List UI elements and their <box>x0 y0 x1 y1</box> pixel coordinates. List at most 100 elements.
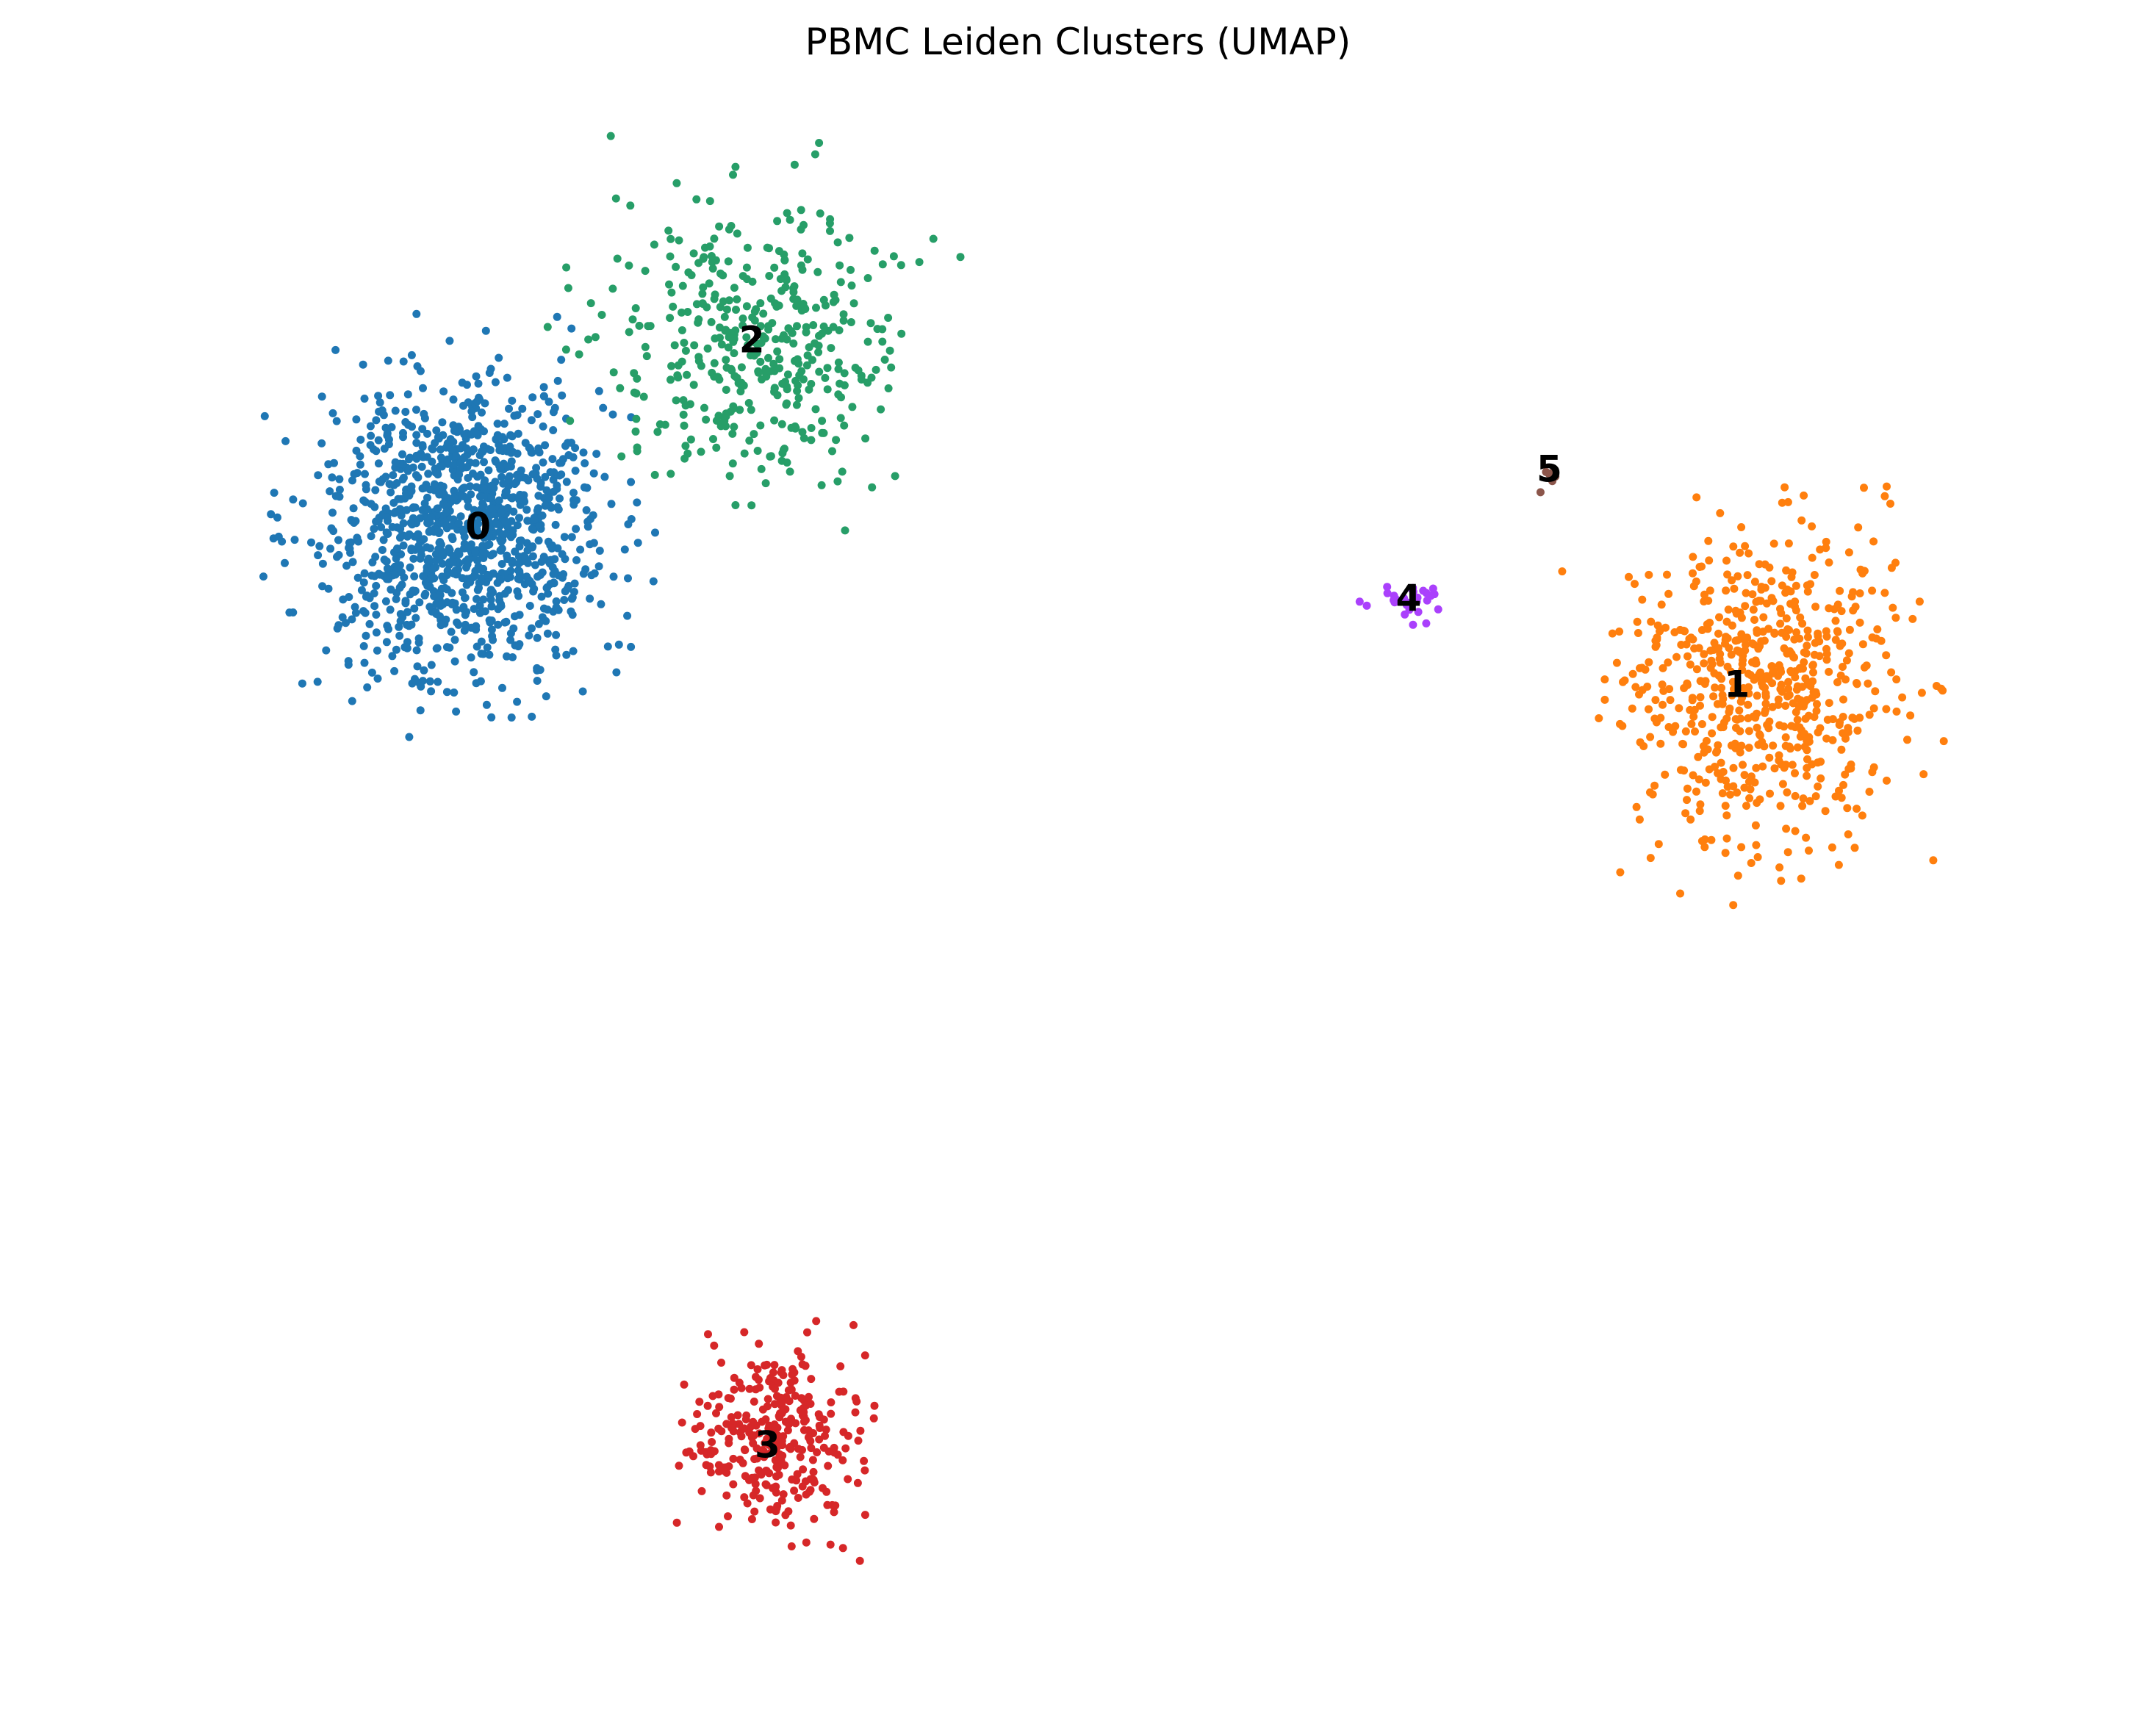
cluster-2-point <box>562 263 571 272</box>
cluster-2-point <box>705 279 714 288</box>
cluster-0-point <box>403 390 412 399</box>
cluster-3-point <box>727 1424 736 1432</box>
cluster-3-point <box>685 1447 694 1456</box>
cluster-1-point <box>1887 564 1896 572</box>
cluster-2-point <box>690 341 699 350</box>
cluster-0-point <box>497 537 506 546</box>
cluster-0-point <box>445 544 453 553</box>
cluster-1-point <box>1747 859 1756 867</box>
cluster-0-point <box>423 567 431 576</box>
cluster-0-point <box>394 495 403 503</box>
cluster-3-point <box>724 1512 732 1521</box>
cluster-2-point <box>664 226 673 235</box>
cluster-0-point <box>467 517 476 525</box>
cluster-1-point <box>1803 641 1811 650</box>
cluster-1-point <box>1760 636 1769 645</box>
cluster-2-point <box>791 424 799 433</box>
cluster-0-point <box>471 547 480 556</box>
cluster-2-point <box>584 335 593 344</box>
cluster-3-point <box>745 1428 754 1437</box>
cluster-0-point <box>436 612 444 621</box>
cluster-3-point <box>707 1428 716 1437</box>
cluster-2-point <box>722 305 731 314</box>
cluster-2-point <box>826 226 834 235</box>
cluster-1-point <box>1817 774 1825 783</box>
cluster-3-point <box>762 1481 771 1489</box>
cluster-0-point <box>322 646 331 655</box>
cluster-0-point <box>569 489 578 497</box>
cluster-2-point <box>840 369 849 378</box>
cluster-1-point <box>1664 658 1672 667</box>
cluster-0-point <box>335 486 344 494</box>
cluster-0-point <box>549 487 558 496</box>
cluster-1-point <box>1704 597 1713 605</box>
cluster-0-point <box>487 493 495 502</box>
cluster-1-point <box>1850 844 1859 852</box>
cluster-2-point <box>798 249 807 258</box>
cluster-3-point <box>835 1387 844 1396</box>
cluster-1-point <box>1738 693 1747 702</box>
cluster-3-point <box>755 1383 764 1392</box>
cluster-1-point <box>1788 568 1797 577</box>
cluster-0-point <box>550 403 559 412</box>
cluster-0-point <box>460 483 469 492</box>
cluster-2-point <box>793 295 802 304</box>
cluster-2-point <box>765 272 774 280</box>
cluster-0-point <box>349 504 358 513</box>
cluster-2-point <box>861 434 870 443</box>
cluster-3-point <box>819 1484 827 1492</box>
cluster-0-point <box>298 499 307 508</box>
cluster-0-point <box>467 623 475 632</box>
cluster-2-point <box>776 275 785 284</box>
cluster-3-point <box>833 1450 842 1459</box>
cluster-2-point <box>789 288 798 297</box>
cluster-2-point <box>672 262 680 271</box>
cluster-2-point <box>730 349 739 358</box>
cluster-3-point <box>729 1480 738 1489</box>
cluster-0-point <box>387 488 395 497</box>
cluster-3-point <box>703 1401 712 1410</box>
cluster-2-point <box>799 375 808 384</box>
cluster-1-point <box>1803 736 1811 745</box>
cluster-0-point <box>370 602 379 611</box>
cluster-3-point <box>778 1451 787 1460</box>
cluster-1-point <box>1733 636 1742 644</box>
cluster-1-point <box>1733 871 1742 880</box>
cluster-0-point <box>527 416 536 425</box>
cluster-0-point <box>414 542 423 550</box>
cluster-2-point <box>809 321 818 329</box>
cluster-2-point <box>707 317 716 326</box>
cluster-2-point <box>669 302 678 311</box>
cluster-1-point <box>1828 843 1836 852</box>
cluster-0-point <box>298 679 306 688</box>
cluster-0-point <box>580 483 589 492</box>
cluster-1-point <box>1789 652 1798 661</box>
cluster-1-point <box>1783 497 1792 506</box>
cluster-3-point <box>772 1518 780 1527</box>
cluster-0-point <box>534 536 543 545</box>
cluster-0-point <box>274 532 283 541</box>
cluster-0-point <box>423 581 432 590</box>
cluster-0-point <box>486 446 495 454</box>
cluster-3-point <box>755 1494 764 1503</box>
cluster-2-point <box>783 382 791 391</box>
cluster-0-point <box>383 622 392 630</box>
cluster-1-point <box>1765 563 1774 572</box>
cluster-1-point <box>1638 595 1647 604</box>
cluster-0-point <box>473 586 482 594</box>
cluster-0-point <box>477 650 486 658</box>
cluster-0-point <box>507 517 516 525</box>
cluster-0-point <box>443 439 452 447</box>
cluster-2-point <box>707 252 716 260</box>
cluster-1-point <box>1729 542 1738 551</box>
cluster-1-point <box>1758 628 1767 636</box>
cluster-0-point <box>509 507 518 516</box>
cluster-1-point <box>1815 637 1824 646</box>
cluster-2-point <box>703 344 712 353</box>
cluster-0-point <box>348 558 357 567</box>
cluster-0-point <box>505 404 513 413</box>
cluster-0-point <box>489 636 497 644</box>
cluster-1-point <box>1724 605 1733 614</box>
cluster-2-point <box>650 240 658 249</box>
cluster-1-point <box>1849 606 1858 615</box>
